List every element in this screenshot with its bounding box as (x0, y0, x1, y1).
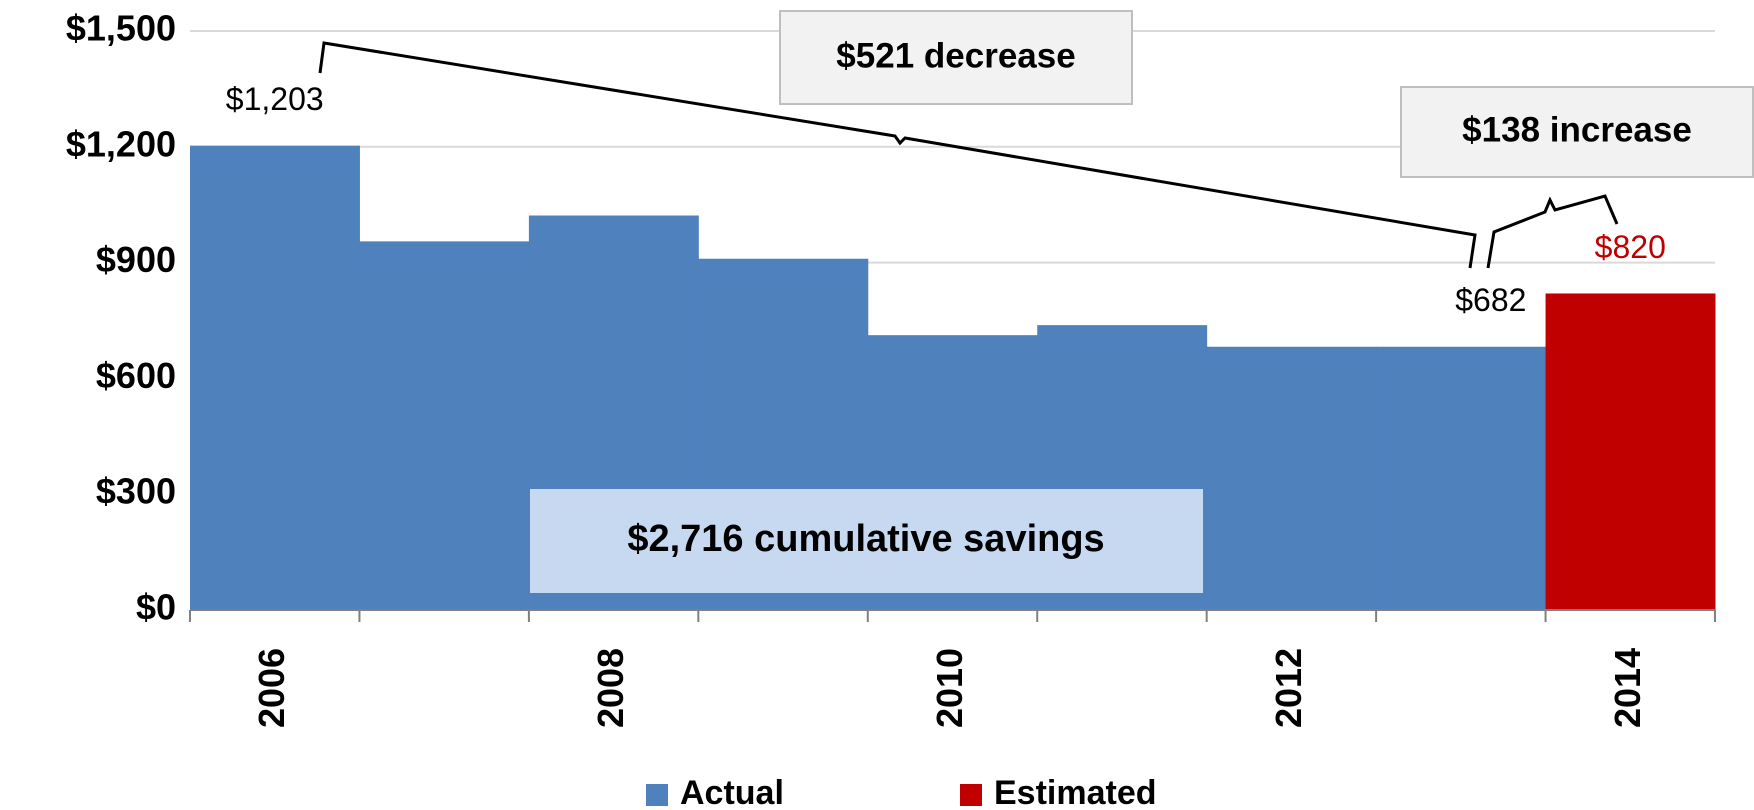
annotation: $2,716 cumulative savings (627, 518, 1104, 560)
x-tick-label: 2012 (1268, 648, 1309, 728)
bracket (318, 41, 1477, 269)
bar (1206, 346, 1377, 610)
annotation-box (1400, 86, 1754, 178)
bar (1545, 293, 1716, 610)
legend-swatch (960, 784, 982, 806)
y-tick-label: $600 (96, 355, 176, 396)
annotation: $521 decrease (836, 36, 1075, 75)
data-label: $820 (1595, 229, 1666, 265)
bar (359, 241, 530, 610)
bar (190, 145, 360, 610)
x-tick-label: 2010 (929, 648, 970, 728)
data-label: $682 (1455, 282, 1526, 318)
y-tick-label: $0 (136, 587, 176, 628)
y-tick-label: $300 (96, 471, 176, 512)
y-tick-label: $1,200 (66, 123, 176, 164)
annotation: $138 increase (1462, 110, 1692, 149)
bar (1376, 346, 1547, 610)
legend-label: Actual (680, 774, 784, 810)
x-tick-label: 2008 (590, 648, 631, 728)
x-tick-label: 2006 (251, 648, 292, 728)
annotation-box (779, 10, 1133, 105)
y-tick-label: $1,500 (66, 8, 176, 49)
x-tick-label: 2014 (1607, 648, 1648, 728)
legend-label: Estimated (994, 774, 1157, 810)
legend-swatch (646, 784, 668, 806)
annotation-box (530, 489, 1203, 593)
data-label: $1,203 (226, 81, 324, 117)
bracket (1486, 194, 1619, 269)
y-tick-label: $900 (96, 239, 176, 280)
